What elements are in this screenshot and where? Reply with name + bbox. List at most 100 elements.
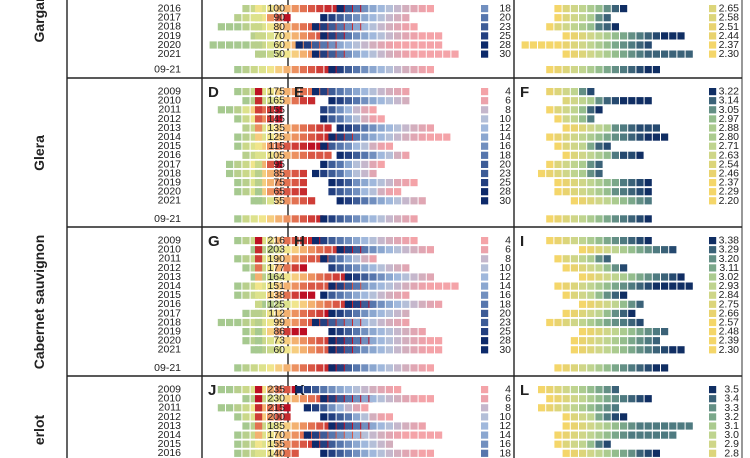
heat-cell (299, 264, 307, 272)
heat-cell (579, 395, 587, 403)
year-label: 2019 (158, 326, 182, 338)
summary-cell (611, 66, 619, 74)
legend-swatch (709, 395, 717, 403)
summary-cell (291, 66, 299, 74)
heat-cell (361, 115, 369, 123)
heat-cell (369, 142, 377, 150)
legend-label: 3.3 (724, 402, 739, 414)
heat-cell (620, 328, 628, 336)
heat-cell (603, 300, 611, 308)
legend-label: 203 (267, 244, 285, 256)
heat-cell (234, 291, 242, 299)
heat-cell (628, 309, 636, 317)
heat-cell (611, 404, 619, 412)
summary-cell (410, 364, 418, 372)
heat-cell (538, 386, 546, 394)
heat-cell (369, 337, 377, 345)
heat-cell (620, 264, 628, 272)
variety-label: Cabernet sauvignon (31, 235, 47, 370)
heat-cell (611, 133, 619, 141)
heat-cell (344, 440, 352, 448)
heat-cell (344, 291, 352, 299)
heat-cell (324, 395, 332, 403)
heat-cell (316, 440, 324, 448)
heat-cell (353, 255, 361, 263)
heat-cell (258, 88, 266, 96)
heat-cell (299, 41, 307, 49)
heat-cell (377, 291, 385, 299)
heat-cell (320, 14, 328, 22)
heat-cell (328, 291, 336, 299)
legend-swatch (255, 386, 263, 394)
heat-cell (595, 5, 603, 13)
heat-cell (320, 255, 328, 263)
heat-cell (234, 106, 242, 114)
heat-cell (661, 133, 669, 141)
heat-cell (250, 151, 258, 159)
heat-cell (669, 32, 677, 40)
heat-cell (410, 237, 418, 245)
heat-cell (661, 346, 669, 354)
heat-cell (669, 431, 677, 439)
summary-cell (275, 364, 283, 372)
panel-label: J (208, 382, 216, 399)
heat-cell (332, 50, 340, 58)
heat-cell (546, 160, 554, 168)
heat-cell (250, 32, 258, 40)
heat-cell (353, 160, 361, 168)
heat-cell (336, 179, 344, 187)
heat-cell (250, 23, 258, 31)
heat-cell (603, 133, 611, 141)
heat-cell (258, 23, 266, 31)
heat-cell (562, 413, 570, 421)
heat-cell (308, 337, 316, 345)
heat-cell (611, 97, 619, 105)
heat-cell (267, 106, 275, 114)
heat-cell (283, 273, 291, 281)
heat-cell (554, 440, 562, 448)
heat-cell (554, 255, 562, 263)
heat-cell (267, 124, 275, 132)
heat-cell (603, 309, 611, 317)
heat-cell (369, 309, 377, 317)
legend-swatch (481, 337, 489, 345)
heat-cell (562, 404, 570, 412)
summary-cell (258, 66, 266, 74)
heat-cell (250, 160, 258, 168)
heat-cell (426, 124, 434, 132)
heat-cell (587, 5, 595, 13)
legend-label: 2.51 (719, 21, 740, 33)
heat-cell (377, 151, 385, 159)
heat-cell (377, 440, 385, 448)
heat-cell (258, 291, 266, 299)
summary-cell (275, 215, 283, 223)
legend-swatch (255, 413, 263, 421)
heat-cell (291, 395, 299, 403)
heat-cell (357, 5, 365, 13)
heat-cell (652, 32, 660, 40)
heat-cell (579, 422, 587, 430)
heat-cell (332, 133, 340, 141)
heat-cell (242, 386, 250, 394)
heat-cell (267, 300, 275, 308)
heat-cell (402, 133, 410, 141)
heat-cell (385, 346, 393, 354)
heat-cell (435, 32, 443, 40)
heat-cell (250, 318, 258, 327)
heat-cell (595, 449, 603, 457)
legend-swatch (255, 169, 263, 178)
year-label: 2011 (158, 402, 181, 414)
heat-cell (402, 449, 410, 457)
heat-cell (308, 300, 316, 308)
heat-cell (595, 179, 603, 187)
legend-label: 2.80 (719, 131, 740, 143)
legend-label: 70 (273, 30, 285, 42)
heat-cell (361, 197, 369, 205)
summary-cell (242, 364, 250, 372)
heat-cell (312, 169, 320, 178)
heat-cell (344, 318, 352, 327)
summary-cell (402, 364, 410, 372)
heat-cell (570, 282, 578, 290)
heat-cell (562, 282, 570, 290)
heat-cell (361, 160, 369, 168)
